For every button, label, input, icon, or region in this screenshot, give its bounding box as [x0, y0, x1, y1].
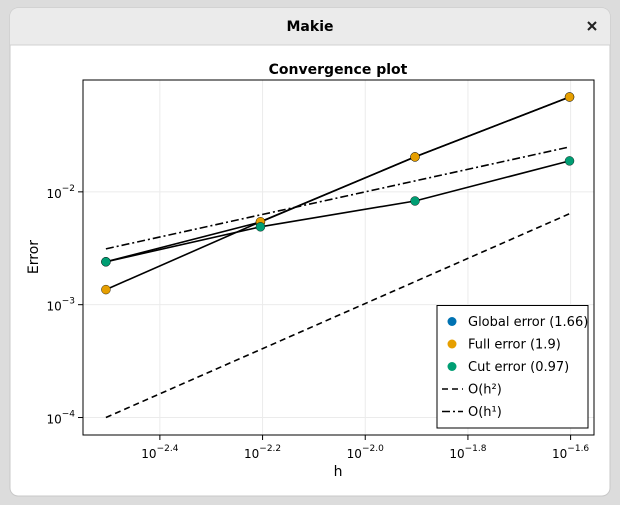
tick-label: 10−4 [46, 409, 75, 426]
data-point [564, 92, 575, 102]
tick-base: 10 [46, 186, 61, 200]
tick-exponent: −1.6 [567, 444, 589, 454]
legend-label: O(h²) [468, 383, 502, 398]
plot: 10−2.4 10−2.2 10−2.0 10−1.8 10−1.610−410−310… [46, 79, 595, 461]
close-button[interactable] [587, 21, 597, 31]
tick-base: 10 [347, 447, 362, 461]
data-point [410, 152, 420, 162]
x-axis-label: h [334, 464, 343, 480]
data-point [410, 196, 420, 206]
legend-marker [447, 317, 457, 326]
data-point [101, 257, 111, 267]
legend-marker [447, 339, 457, 349]
tick-exponent: −4 [62, 409, 76, 419]
tick-base: 10 [244, 447, 259, 461]
tick-label: 10−2.2 [244, 444, 281, 461]
data-point [564, 156, 575, 166]
tick-exponent: −2.4 [157, 444, 179, 454]
tick-label: 10−2 [46, 183, 75, 200]
chart-title: Convergence plot [269, 62, 408, 78]
tick-exponent: −3 [62, 296, 75, 306]
tick-label: 10−2.0 [347, 444, 384, 461]
data-point [255, 222, 266, 232]
title-bar [10, 8, 610, 45]
legend-label: Full error (1.9) [468, 338, 561, 353]
legend-marker [447, 362, 457, 371]
tick-exponent: −2.0 [362, 444, 384, 454]
tick-base: 10 [46, 299, 61, 313]
tick-label: 10−1.6 [552, 444, 589, 461]
data-point [101, 284, 111, 295]
tick-base: 10 [552, 447, 567, 461]
tick-base: 10 [46, 412, 61, 426]
legend-label: O(h¹) [468, 405, 502, 420]
legend-box [436, 305, 589, 429]
tick-label: 10−3 [46, 296, 75, 313]
plot-frame [82, 79, 595, 436]
tick-exponent: −1.8 [465, 444, 487, 454]
series-line [105, 96, 570, 291]
tick-label: 10−1.8 [449, 444, 486, 461]
y-axis-label: Error [26, 240, 42, 274]
close-icon[interactable] [587, 21, 597, 31]
tick-exponent: −2 [62, 183, 75, 193]
tick-base: 10 [449, 447, 464, 461]
tick-label: 10−2.4 [141, 444, 178, 461]
tick-exponent: −2.2 [259, 444, 281, 454]
series-line [105, 146, 570, 250]
series-line [105, 212, 570, 419]
window-title: Makie [287, 19, 334, 35]
legend-label: Global error (1.66) [468, 315, 588, 330]
tick-base: 10 [141, 447, 156, 461]
series-line [105, 160, 570, 263]
legend-label: Cut error (0.97) [468, 360, 569, 375]
